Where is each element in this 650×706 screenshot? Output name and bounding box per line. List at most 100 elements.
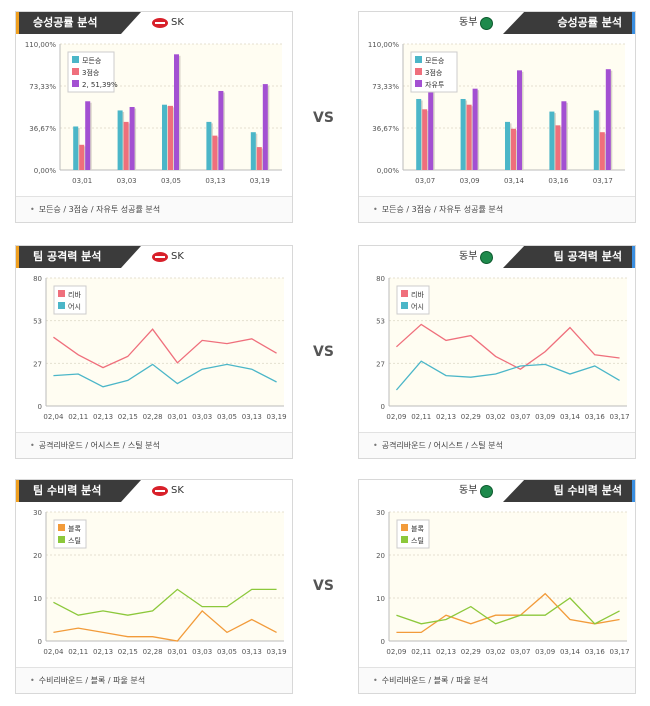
bar xyxy=(256,147,262,170)
panel-defense-sk: 팀 수비력 분석 SK 0 10 20 30 02,04 02,11 02,13 02,15 0… xyxy=(15,479,293,694)
bar xyxy=(422,109,428,170)
vs-label: VS xyxy=(313,578,334,594)
legend-label: 리바 xyxy=(68,290,81,299)
x-tick-label: 03,17 xyxy=(610,413,630,421)
x-tick-label: 03,17 xyxy=(593,177,613,185)
chart-footer: • 공격리바운드 / 어시스트 / 스틸 분석 xyxy=(16,432,292,458)
chart-footer: • 공격리바운드 / 어시스트 / 스틸 분석 xyxy=(359,432,635,458)
team-label: 동부 xyxy=(459,12,494,34)
team-label: SK xyxy=(152,246,184,268)
series-line xyxy=(396,592,620,634)
y-tick-label: 36,67% xyxy=(372,125,399,133)
y-tick-label: 27 xyxy=(376,360,385,368)
x-tick-label: 03,13 xyxy=(242,413,262,421)
x-tick-label: 03,05 xyxy=(161,177,181,185)
legend-label: 블록 xyxy=(411,524,424,533)
x-tick-label: 02,28 xyxy=(143,648,163,656)
x-tick-label: 02,15 xyxy=(118,413,138,421)
x-tick-label: 03,14 xyxy=(504,177,525,185)
team-label: SK xyxy=(152,480,184,502)
legend-swatch xyxy=(401,536,408,543)
team-label: 동부 xyxy=(459,480,494,502)
vs-label: VS xyxy=(313,110,334,126)
section-title: 승성공률 분석 xyxy=(503,12,635,34)
y-tick-label: 20 xyxy=(376,552,385,560)
x-tick-label: 03,19 xyxy=(250,177,270,185)
bullet-icon: • xyxy=(373,205,378,214)
x-tick-label: 03,09 xyxy=(460,177,480,185)
team-label: 동부 xyxy=(459,246,494,268)
x-tick-label: 03,07 xyxy=(510,413,530,421)
legend-swatch xyxy=(401,302,408,309)
bullet-icon: • xyxy=(30,676,35,685)
series-line xyxy=(53,609,277,642)
x-tick-label: 03,13 xyxy=(205,177,225,185)
x-tick-label: 02,11 xyxy=(411,413,431,421)
bar xyxy=(262,84,268,170)
legend-label: 어시 xyxy=(68,302,81,311)
bar xyxy=(162,104,167,170)
chart-shooting-sk: 0,00% 36,67% 73,33% 110,00% 03,01 03,03 03,05 0… xyxy=(25,41,282,185)
x-tick-label: 03,01 xyxy=(72,177,92,185)
y-tick-label: 30 xyxy=(376,509,385,517)
legend-label: 모든승 xyxy=(82,57,102,65)
y-tick-label: 0,00% xyxy=(34,167,57,175)
legend-label: 2, 51,39% xyxy=(82,81,118,89)
legend-label: 3점승 xyxy=(82,69,100,77)
footer-text: 수비리바운드 / 블록 / 파울 분석 xyxy=(38,676,146,685)
series-line xyxy=(53,363,277,388)
bar xyxy=(605,69,611,170)
legend-swatch xyxy=(415,80,422,87)
x-tick-label: 03,01 xyxy=(167,413,187,421)
section-title: 팀 수비력 분석 xyxy=(503,480,635,502)
x-tick-label: 03,05 xyxy=(217,648,237,656)
bar xyxy=(428,87,434,170)
y-tick-label: 0 xyxy=(38,638,42,646)
db-logo-icon xyxy=(480,16,494,30)
legend-swatch xyxy=(58,290,65,297)
y-tick-label: 27 xyxy=(33,360,42,368)
x-tick-label: 03,19 xyxy=(267,413,287,421)
footer-text: 모든승 / 3점승 / 자유투 성공률 분석 xyxy=(38,205,161,214)
footer-text: 공격리바운드 / 어시스트 / 스틸 분석 xyxy=(38,441,160,450)
legend-swatch xyxy=(401,524,408,531)
x-tick-label: 02,28 xyxy=(143,413,163,421)
x-tick-label: 03,13 xyxy=(242,648,262,656)
chart-defense-sk: 0 10 20 30 02,04 02,11 02,13 02,15 02,28 03,01 03,… xyxy=(33,509,287,656)
x-tick-label: 03,16 xyxy=(548,177,569,185)
x-tick-label: 02,11 xyxy=(68,413,88,421)
bar xyxy=(416,98,422,170)
x-tick-label: 03,14 xyxy=(560,648,581,656)
x-tick-label: 03,16 xyxy=(585,413,606,421)
panel-shooting-sk: 승성공률 분석 SK 0,00% 36,67% 73,33% 110,00% 03,01… xyxy=(15,11,293,223)
team-name: 동부 xyxy=(459,485,478,496)
bar xyxy=(466,104,472,170)
x-tick-label: 03,05 xyxy=(217,413,237,421)
y-tick-label: 30 xyxy=(33,509,42,517)
x-tick-label: 02,11 xyxy=(68,648,88,656)
bar xyxy=(117,110,123,170)
footer-text: 수비리바운드 / 블록 / 파울 분석 xyxy=(381,676,489,685)
y-tick-label: 10 xyxy=(376,595,385,603)
panel-offense-db: 동부 팀 공격력 분석 0 27 53 80 02,09 02,11 02,13 02,29 0… xyxy=(358,245,636,459)
y-tick-label: 0 xyxy=(381,403,385,411)
legend-swatch xyxy=(401,290,408,297)
bar xyxy=(250,132,256,170)
x-tick-label: 03,03 xyxy=(117,177,137,185)
series-line xyxy=(53,328,277,369)
legend-label: 어시 xyxy=(411,302,424,311)
x-tick-label: 02,13 xyxy=(93,413,113,421)
chart-footer: • 모든승 / 3점승 / 자유투 성공률 분석 xyxy=(359,196,635,222)
bullet-icon: • xyxy=(30,205,35,214)
y-tick-label: 73,33% xyxy=(372,83,399,91)
series-line xyxy=(53,588,277,616)
team-label: SK xyxy=(152,12,184,34)
bar xyxy=(593,110,599,170)
x-tick-label: 03,09 xyxy=(535,413,555,421)
x-tick-label: 02,09 xyxy=(386,413,406,421)
x-tick-label: 03,17 xyxy=(610,648,630,656)
team-name: 동부 xyxy=(459,17,478,28)
x-tick-label: 02,04 xyxy=(43,413,64,421)
x-tick-label: 02,15 xyxy=(118,648,138,656)
y-tick-label: 110,00% xyxy=(368,41,399,49)
